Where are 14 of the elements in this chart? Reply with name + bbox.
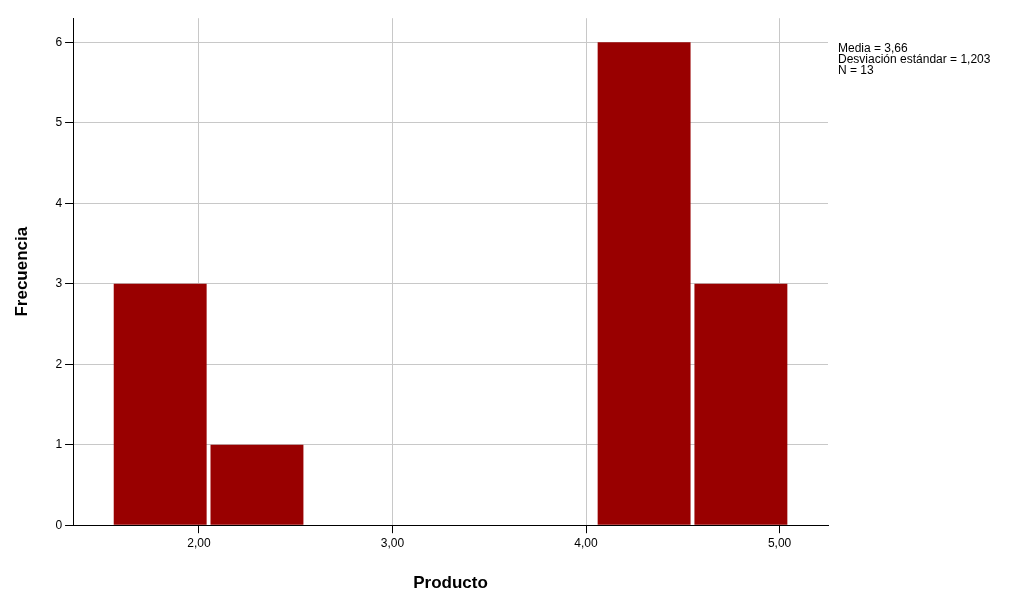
y-tick-label: 5 — [55, 115, 63, 130]
y-tick-label: 1 — [55, 437, 63, 452]
y-tick-label: 4 — [55, 195, 63, 210]
x-tick-label: 2,00 — [187, 535, 211, 550]
x-tick-label: 5,00 — [767, 535, 792, 550]
text: N = 13 — [838, 62, 875, 77]
y-tick-label: 3 — [55, 276, 63, 291]
y-tick-label: 0 — [55, 517, 63, 532]
y-tick-label: 6 — [55, 34, 63, 49]
x-tick-label: 4,00 — [574, 535, 599, 550]
y-tick-label: 2 — [55, 356, 63, 371]
x-axis-title: Producto — [413, 573, 488, 593]
x-tick-label: 3,00 — [380, 535, 405, 550]
y-axis-title: Frecuencia — [11, 226, 31, 317]
